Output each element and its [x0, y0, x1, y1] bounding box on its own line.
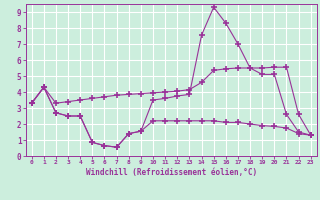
X-axis label: Windchill (Refroidissement éolien,°C): Windchill (Refroidissement éolien,°C) — [86, 168, 257, 177]
